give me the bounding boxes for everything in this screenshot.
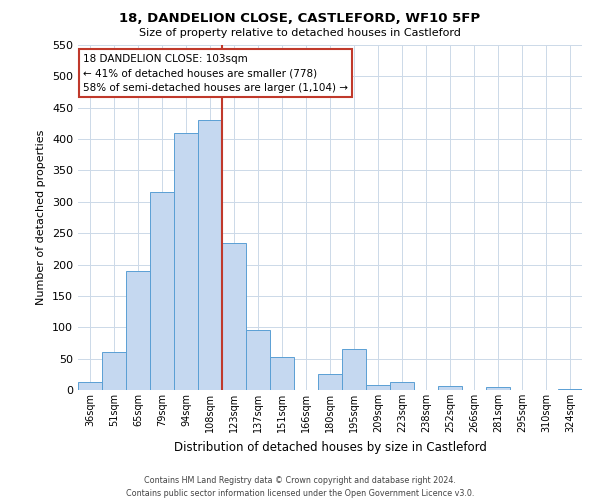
Bar <box>318 374 342 390</box>
Text: Contains HM Land Registry data © Crown copyright and database right 2024.
Contai: Contains HM Land Registry data © Crown c… <box>126 476 474 498</box>
Bar <box>198 120 222 390</box>
Bar <box>174 133 198 390</box>
Y-axis label: Number of detached properties: Number of detached properties <box>37 130 46 305</box>
Text: Size of property relative to detached houses in Castleford: Size of property relative to detached ho… <box>139 28 461 38</box>
Bar <box>558 388 582 390</box>
Bar <box>390 382 414 390</box>
Bar <box>438 386 462 390</box>
Bar <box>102 352 126 390</box>
Bar <box>246 330 270 390</box>
Bar <box>126 271 150 390</box>
Text: 18 DANDELION CLOSE: 103sqm
← 41% of detached houses are smaller (778)
58% of sem: 18 DANDELION CLOSE: 103sqm ← 41% of deta… <box>83 54 348 93</box>
Bar <box>78 382 102 390</box>
Bar <box>270 358 294 390</box>
X-axis label: Distribution of detached houses by size in Castleford: Distribution of detached houses by size … <box>173 440 487 454</box>
Bar <box>366 385 390 390</box>
Bar <box>150 192 174 390</box>
Text: 18, DANDELION CLOSE, CASTLEFORD, WF10 5FP: 18, DANDELION CLOSE, CASTLEFORD, WF10 5F… <box>119 12 481 26</box>
Bar <box>222 242 246 390</box>
Bar <box>486 388 510 390</box>
Bar <box>342 349 366 390</box>
